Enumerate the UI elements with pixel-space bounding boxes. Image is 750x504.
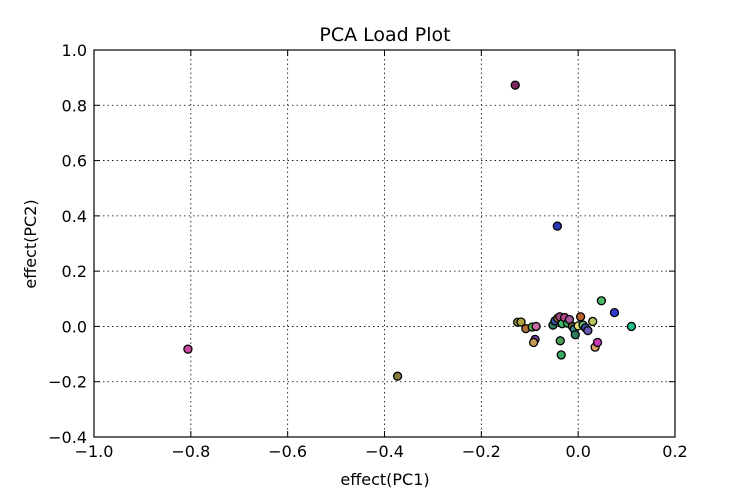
data-point — [575, 312, 586, 322]
data-point — [596, 296, 607, 306]
data-point — [555, 336, 565, 346]
y-tick-label: 0.2 — [62, 262, 87, 281]
y-tick-labels: −0.4 −0.2 0.0 0.2 0.4 0.6 0.8 1.0 — [48, 41, 87, 447]
x-axis-label: effect(PC1) — [340, 470, 429, 489]
x-tick-label: −0.6 — [268, 442, 307, 461]
chart-title: PCA Load Plot — [319, 24, 450, 46]
x-tick-label: 0.0 — [565, 442, 590, 461]
data-point — [528, 337, 539, 348]
data-point — [510, 80, 520, 90]
x-tick-label: −1.0 — [75, 442, 114, 461]
data-point — [556, 350, 566, 360]
data-point — [592, 337, 603, 348]
data-point — [516, 317, 526, 327]
x-tick-label: 0.2 — [662, 442, 687, 461]
axis-ticks — [93, 49, 676, 438]
data-point — [183, 344, 193, 354]
x-tick-label: −0.2 — [462, 442, 501, 461]
data-point — [583, 325, 593, 336]
data-point — [552, 221, 562, 231]
y-tick-label: −0.4 — [48, 428, 87, 447]
y-tick-label: 0.4 — [62, 207, 87, 226]
x-tick-label: −0.4 — [365, 442, 404, 461]
data-point — [531, 321, 541, 332]
y-tick-label: 1.0 — [62, 41, 87, 60]
data-point — [609, 307, 620, 318]
y-tick-label: 0.6 — [62, 152, 87, 171]
scatter-points — [183, 80, 637, 381]
x-tick-label: −0.8 — [171, 442, 210, 461]
y-tick-label: 0.8 — [62, 96, 87, 115]
y-tick-label: −0.2 — [48, 373, 87, 392]
grid-lines — [94, 50, 675, 437]
data-point — [570, 330, 580, 340]
data-point — [588, 316, 598, 327]
y-axis-label: effect(PC2) — [21, 199, 40, 288]
data-point — [392, 371, 403, 381]
data-point — [626, 321, 637, 332]
x-tick-labels: −1.0 −0.8 −0.6 −0.4 −0.2 0.0 0.2 — [75, 442, 688, 461]
y-tick-label: 0.0 — [62, 317, 87, 336]
